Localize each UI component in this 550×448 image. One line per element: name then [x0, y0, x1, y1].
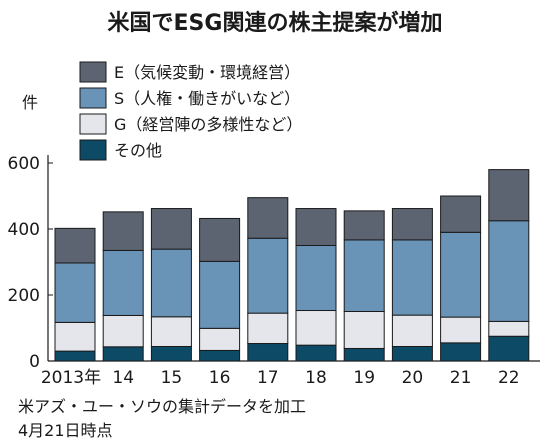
- bar-segment-3-5: [295, 208, 337, 246]
- bar-segment-0-3: [199, 349, 241, 362]
- bar-segment-1-4: [247, 312, 289, 345]
- legend-swatch: [79, 113, 107, 135]
- x-tick-label: 17: [257, 368, 279, 388]
- legend-label: その他: [114, 141, 162, 160]
- bar-segment-1-2: [150, 316, 192, 347]
- bar-segment-0-4: [247, 343, 289, 362]
- x-tick-label: 14: [112, 368, 134, 388]
- bar-segment-0-0: [54, 350, 96, 362]
- source-note: 米アズ・ユー・ソウの集計データを加工: [18, 397, 306, 416]
- bar-segment-0-9: [488, 335, 530, 362]
- bar-segment-1-8: [440, 316, 482, 344]
- bar-segment-2-6: [343, 239, 385, 312]
- x-tick-label: 18: [305, 368, 327, 388]
- y-tick-label: 200: [8, 286, 40, 306]
- bar-segment-1-3: [199, 327, 241, 351]
- bar-segment-1-7: [391, 314, 433, 347]
- bar-segment-3-9: [488, 169, 530, 222]
- bar-segment-1-9: [488, 320, 530, 337]
- legend-swatch: [79, 139, 107, 161]
- bar-segment-3-4: [247, 197, 289, 239]
- x-tick-label: 16: [209, 368, 231, 388]
- y-axis-unit: 件: [22, 93, 38, 112]
- bar-segment-3-2: [150, 208, 192, 250]
- chart-title: 米国でESG関連の株主提案が増加: [108, 10, 443, 36]
- legend-label: S（人権・働きがいなど）: [114, 89, 300, 108]
- bar-segment-2-9: [488, 220, 530, 322]
- bar-segment-0-7: [391, 345, 433, 362]
- y-tick-label: 0: [29, 352, 40, 372]
- x-tick-label: 15: [161, 368, 183, 388]
- date-note: 4月21日時点: [18, 421, 113, 440]
- x-tick-label: 21: [450, 368, 472, 388]
- bar-segment-3-0: [54, 227, 96, 264]
- bar-segment-1-6: [343, 311, 385, 349]
- bar-segment-0-6: [343, 347, 385, 362]
- bar-segment-3-1: [102, 211, 144, 251]
- legend-label: E（気候変動・環境経営）: [114, 63, 300, 82]
- bar-segment-2-5: [295, 245, 337, 312]
- bar-segment-0-2: [150, 345, 192, 362]
- bar-segment-3-8: [440, 195, 482, 233]
- bar-segment-2-1: [102, 249, 144, 316]
- bar-segment-3-7: [391, 208, 433, 241]
- x-tick-label: 2013年: [41, 368, 101, 388]
- x-tick-label: 20: [402, 368, 424, 388]
- x-tick-label: 19: [353, 368, 375, 388]
- bars: [54, 169, 530, 362]
- bar-segment-2-2: [150, 248, 192, 318]
- x-tick-label: 22: [498, 368, 520, 388]
- legend-swatch: [79, 61, 107, 83]
- legend: E（気候変動・環境経営） S（人権・働きがいなど） G（経営陣の多様性など） その他: [79, 61, 302, 161]
- legend-swatch: [79, 87, 107, 109]
- bar-segment-0-8: [440, 342, 482, 362]
- y-tick-label: 400: [8, 220, 40, 240]
- bar-segment-2-0: [54, 262, 96, 323]
- bar-segment-1-5: [295, 310, 337, 346]
- bar-segment-2-7: [391, 239, 433, 316]
- bar-segment-0-1: [102, 346, 144, 362]
- bar-segment-2-3: [199, 260, 241, 329]
- bar-segment-2-4: [247, 237, 289, 314]
- bar-segment-3-3: [199, 217, 241, 262]
- bar-segment-2-8: [440, 231, 482, 318]
- bar-segment-0-5: [295, 344, 337, 362]
- bar-segment-1-0: [54, 321, 96, 352]
- bar-segment-1-1: [102, 314, 144, 348]
- bar-segment-3-6: [343, 210, 385, 241]
- y-tick-label: 600: [8, 154, 40, 174]
- x-axis: 2013年 14 15 16 17 18 19 20 21 22: [41, 368, 520, 388]
- legend-label: G（経営陣の多様性など）: [114, 115, 302, 134]
